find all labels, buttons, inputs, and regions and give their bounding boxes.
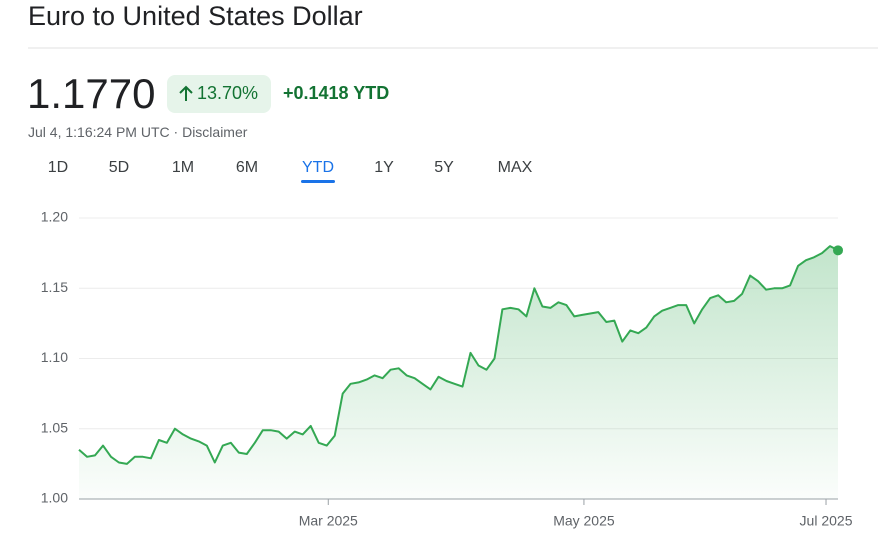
tabs: 1D 5D 1M 6M YTD 1Y 5Y MAX (48, 159, 533, 183)
y-tick-label: 1.20 (41, 209, 68, 225)
y-tick-label: 1.15 (41, 279, 68, 295)
tab[interactable]: 1D (48, 159, 68, 176)
timestamp: Jul 4, 1:16:24 PM UTC · Disclaimer (28, 124, 248, 140)
tab[interactable]: 1Y (374, 159, 394, 176)
area (79, 246, 838, 499)
title: Euro to United States Dollar (28, 1, 363, 31)
tab-underline (301, 180, 335, 183)
price: 1.1770 (27, 70, 155, 117)
last-point (833, 245, 843, 256)
change-abs: +0.1418 YTD (283, 83, 389, 103)
tab[interactable]: 5D (109, 159, 129, 176)
tab[interactable]: 6M (236, 159, 258, 176)
tab[interactable]: MAX (498, 159, 533, 176)
y-tick-label: 1.00 (41, 490, 68, 506)
tab[interactable]: 5Y (434, 159, 454, 176)
disclaimer[interactable]: Disclaimer (182, 124, 248, 140)
y-tick-label: 1.05 (41, 419, 68, 435)
change-percent: 13.70% (197, 83, 258, 103)
change-badge (167, 75, 271, 113)
x-tick-label: Mar 2025 (299, 513, 358, 529)
x-tick-label: Jul 2025 (800, 513, 853, 529)
x-tick-label: May 2025 (553, 513, 615, 529)
up-arrow (179, 85, 193, 101)
time: Jul 4, 1:16:24 PM UTC (28, 124, 170, 140)
plot: 1.00 1.05 1.10 1.15 1.20 Mar 2025 May 2025 Jul … (41, 209, 853, 529)
tab[interactable]: 1M (172, 159, 194, 176)
y-tick-label: 1.10 (41, 349, 68, 365)
price-line (78, 245, 839, 465)
tab[interactable]: YTD (302, 159, 334, 176)
